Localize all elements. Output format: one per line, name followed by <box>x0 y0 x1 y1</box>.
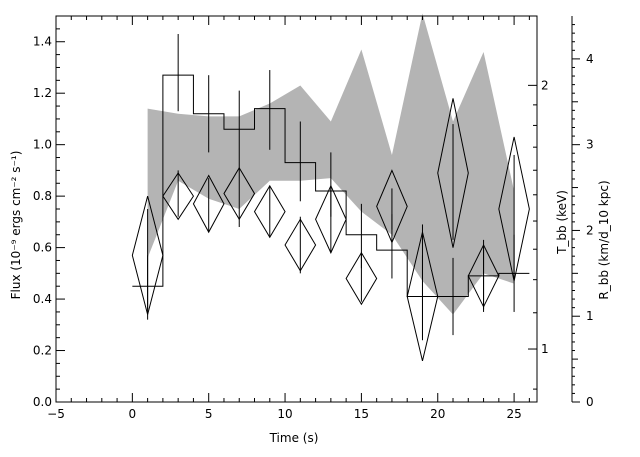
diamond-marker <box>406 232 439 361</box>
x-tick-label: 25 <box>506 407 521 421</box>
temperature-tick-label: 1 <box>541 342 549 356</box>
diamond-marker <box>162 172 195 221</box>
axes-layer: −5 0 5 10 15 20 250.00.20.40.60.81.01.21.41201… <box>33 15 594 421</box>
radius-tick-label: 2 <box>586 223 594 237</box>
y-tick-label: 1.4 <box>33 35 52 49</box>
y-tick-label: 0.8 <box>33 189 52 203</box>
x-tick-label: 10 <box>277 407 292 421</box>
y-tick-label: 0.4 <box>33 292 52 306</box>
x-tick-label: 5 <box>205 407 213 421</box>
flux-histogram <box>132 74 530 297</box>
radius-tick-label: 0 <box>586 395 594 409</box>
temperature-tick-label: 2 <box>541 78 549 92</box>
x-tick-label: −5 <box>47 407 65 421</box>
radius-tick-label: 1 <box>586 309 594 323</box>
x-tick-label: 20 <box>430 407 445 421</box>
y-tick-label: 0.2 <box>33 344 52 358</box>
y-tick-label: 0.0 <box>33 395 52 409</box>
y-tick-label: 0.6 <box>33 241 52 255</box>
x-tick-label: 15 <box>354 407 369 421</box>
radius-tick-label: 3 <box>586 138 594 152</box>
x-axis-title: Time (s) <box>269 431 319 445</box>
histogram-layer <box>132 34 530 338</box>
diamond-marker <box>437 98 469 248</box>
y-axis-title-left: Flux (10⁻⁹ ergs cm⁻² s⁻¹) <box>9 151 23 300</box>
y-axis-title-radius: R_bb (km/d_10 kpc) <box>597 180 611 299</box>
x-tick-label: 0 <box>129 407 137 421</box>
y-axis-title-temperature: T_bb (keV) <box>555 190 569 255</box>
diamond-marker <box>345 251 378 306</box>
y-tick-label: 1.2 <box>33 86 52 100</box>
radius-tick-label: 4 <box>586 52 594 66</box>
y-tick-label: 1.0 <box>33 138 52 152</box>
